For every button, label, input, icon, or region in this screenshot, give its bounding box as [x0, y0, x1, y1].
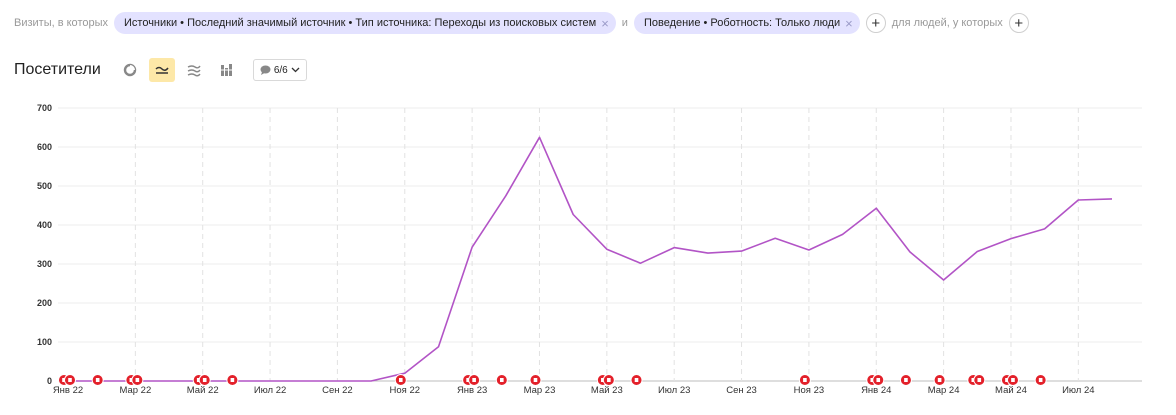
pie-chart-button[interactable] — [117, 58, 143, 82]
x-tick-label: Ноя 23 — [794, 385, 825, 396]
metric-title: Посетители — [14, 61, 101, 78]
stacked-area-icon — [187, 65, 201, 77]
filter-chip-traffic-source[interactable]: Источники • Последний значимый источник … — [114, 12, 616, 34]
annotation-marker-glyph — [634, 378, 639, 382]
annotation-marker-glyph — [971, 378, 976, 382]
annotation-marker-glyph — [977, 378, 982, 382]
annotations-button[interactable]: 6/6 — [252, 59, 307, 81]
segment-filter-row: Визиты, в которых Источники • Последний … — [14, 11, 1029, 35]
add-people-condition-button[interactable]: + — [1008, 13, 1029, 33]
chevron-down-icon — [291, 67, 300, 73]
x-tick-label: Ноя 22 — [390, 385, 421, 396]
y-tick-label: 300 — [37, 259, 52, 269]
x-tick-label: Янв 23 — [457, 385, 487, 396]
visitors-line-chart: 0 100 200 300 400 500 600 700 Янв 22 Мар 22 Май 22… — [37, 103, 1142, 396]
y-tick-label: 500 — [37, 181, 52, 191]
filter-chip-robots-label: Поведение • Роботность: Только люди — [643, 17, 841, 29]
x-tick-label: Сен 22 — [322, 385, 353, 396]
chart-toolbar: Посетители 6/6 — [14, 58, 307, 82]
annotation-marker-glyph — [533, 378, 538, 382]
annotation-marker-glyph — [95, 378, 100, 382]
annotation-marker-glyph — [135, 378, 140, 382]
bar-chart-button[interactable] — [213, 58, 239, 82]
close-icon[interactable]: × — [601, 15, 609, 31]
add-visit-condition-button[interactable]: + — [865, 13, 886, 33]
annotation-marker-glyph — [904, 378, 908, 382]
annotations-count: 6/6 — [273, 64, 288, 76]
annotation-marker-glyph — [398, 378, 403, 382]
annotation-marker-glyph — [68, 378, 72, 382]
filter-chip-robots[interactable]: Поведение • Роботность: Только люди × — [633, 12, 860, 34]
bar-chart-icon — [219, 64, 232, 76]
line-chart-icon — [155, 66, 169, 74]
annotation-marker-glyph — [1038, 378, 1043, 382]
annotation-marker-glyph — [1011, 378, 1015, 382]
x-tick-label: Мар 22 — [119, 385, 151, 396]
comment-icon — [260, 65, 271, 75]
x-tick-label: Янв 22 — [53, 385, 83, 396]
y-tick-label: 100 — [37, 337, 52, 347]
annotation-marker-glyph — [876, 378, 881, 382]
x-tick-label: Мар 23 — [524, 385, 556, 396]
x-tick-label: Сен 23 — [726, 385, 757, 396]
annotation-marker-glyph — [202, 378, 207, 382]
annotation-marker-glyph — [500, 378, 504, 382]
y-tick-label: 700 — [37, 103, 52, 113]
filter-conjunction-label: и — [621, 17, 628, 29]
x-tick-label: Июл 22 — [254, 385, 287, 396]
series-line — [68, 136, 1113, 382]
x-tick-label: Май 22 — [187, 385, 219, 396]
stacked-area-button[interactable] — [181, 58, 207, 82]
y-tick-label: 200 — [37, 298, 52, 308]
filter-prefix-label: Визиты, в которых — [14, 17, 108, 29]
annotation-marker-glyph — [937, 378, 942, 382]
y-tick-label: 0 — [47, 376, 52, 386]
pie-chart-icon — [123, 63, 137, 77]
line-chart-button[interactable] — [148, 58, 175, 82]
people-filter-label: для людей, у которых — [891, 17, 1003, 29]
x-tick-label: Май 24 — [995, 385, 1027, 396]
y-tick-label: 600 — [37, 142, 52, 152]
x-tick-label: Янв 24 — [861, 385, 891, 396]
x-tick-label: Июл 23 — [658, 385, 691, 396]
x-tick-label: Май 23 — [591, 385, 623, 396]
x-tick-label: Мар 24 — [928, 385, 960, 396]
annotation-marker-glyph — [230, 378, 235, 382]
annotation-marker-glyph — [607, 378, 611, 382]
filter-chip-traffic-source-label: Источники • Последний значимый источник … — [124, 17, 597, 29]
annotation-marker-glyph — [472, 378, 476, 382]
close-icon[interactable]: × — [845, 15, 853, 31]
annotation-marker-glyph — [803, 378, 807, 382]
y-tick-label: 400 — [37, 220, 52, 230]
x-tick-label: Июл 24 — [1062, 385, 1095, 396]
